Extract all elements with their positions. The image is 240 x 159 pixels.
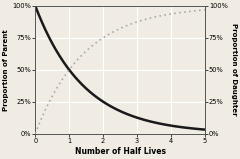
Y-axis label: Proportion of Parent: Proportion of Parent — [3, 29, 9, 111]
Y-axis label: Proportion of Daughter: Proportion of Daughter — [231, 24, 237, 116]
X-axis label: Number of Half Lives: Number of Half Lives — [74, 147, 166, 156]
